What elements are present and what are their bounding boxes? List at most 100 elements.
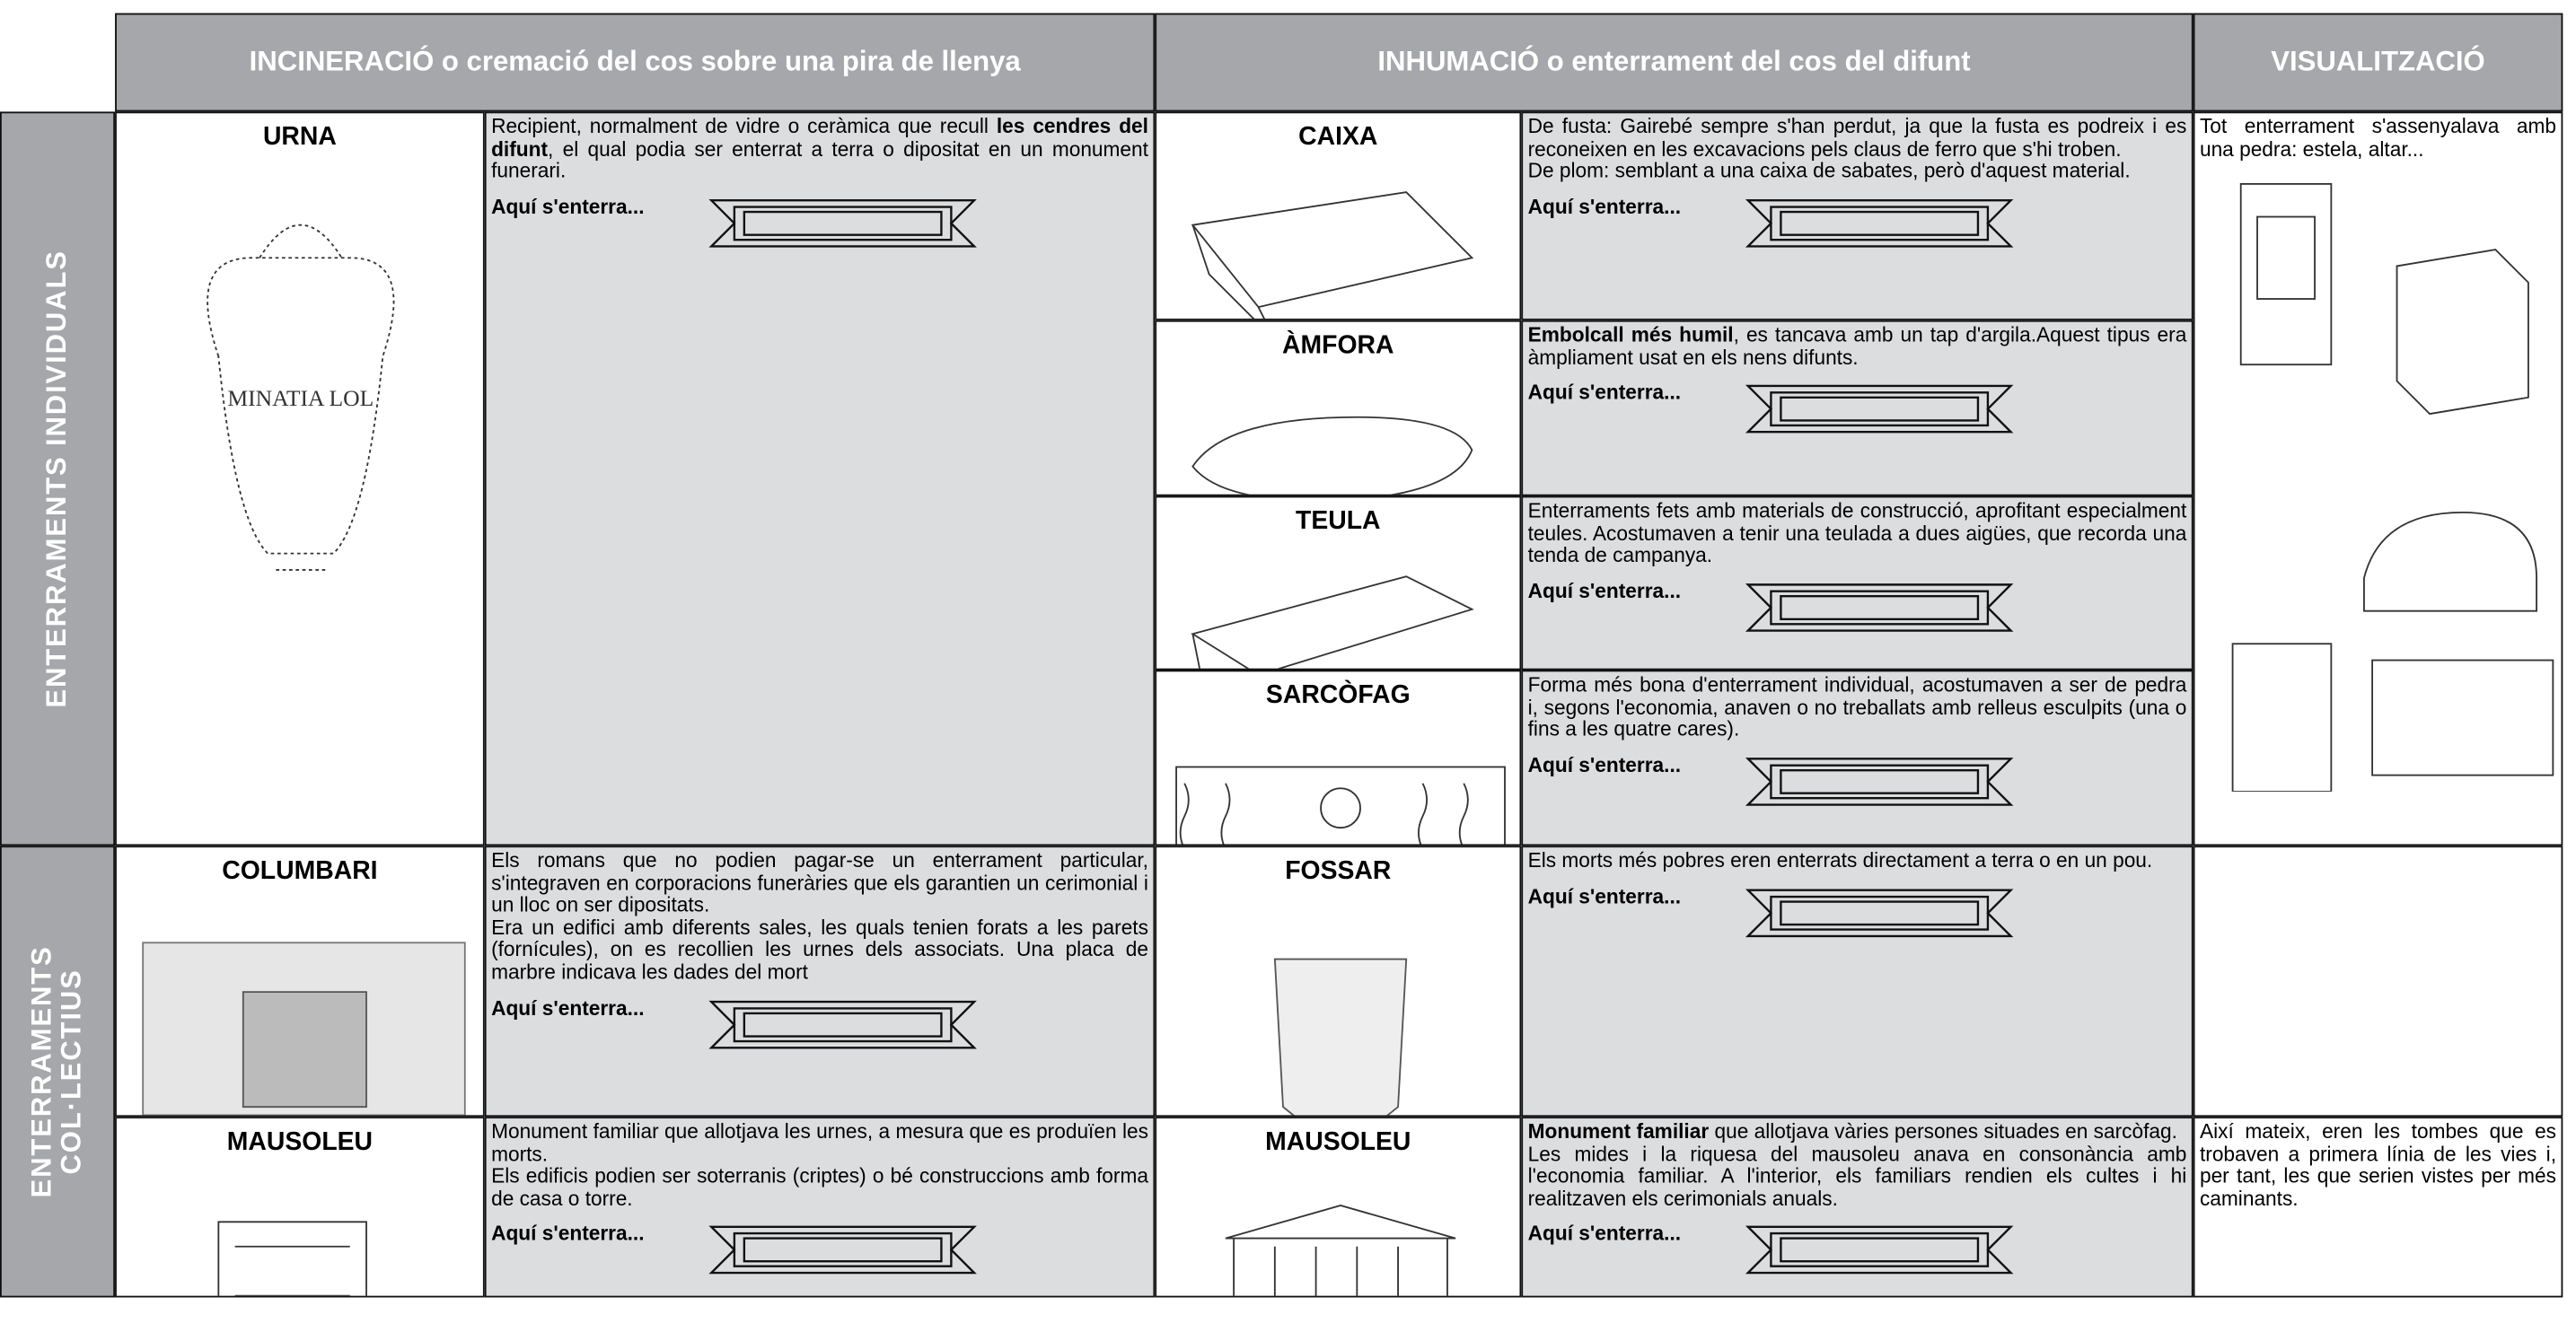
row-label: ENTERRAMENTS COL·LECTIUS: [0, 846, 116, 1298]
text-run: les cendres del difunt: [491, 115, 1148, 161]
prompt-label: Aquí s'enterra...: [491, 995, 645, 1020]
text-run: Enterraments fets amb materials de const…: [1527, 499, 2187, 567]
image-cell: ÀMFORA: [1155, 320, 1522, 496]
answer-prompt: Aquí s'enterra...: [491, 1222, 1148, 1284]
text-run: Els edificis podien ser soterranis (crip…: [491, 1164, 1148, 1211]
item-title: MAUSOLEU: [1265, 1128, 1411, 1157]
description-cell: Els morts més pobres eren enterrats dire…: [1521, 846, 2194, 1118]
header-empty: [0, 13, 115, 112]
answer-plaque: [708, 198, 977, 248]
image-cell: COLUMBARI: [115, 846, 485, 1118]
header-cell: INHUMACIÓ o enterrament del cos del difu…: [1155, 13, 2194, 112]
text-run: Monument familiar: [1527, 1119, 1710, 1144]
stone-illustrations: [2231, 183, 2554, 793]
paragraph: Les mides i la riquesa del mausoleu anav…: [1527, 1142, 2187, 1212]
text-run: Forma més bona d'enterrament individual,…: [1527, 673, 2187, 741]
paragraph: Així mateix, eren les tombes que es trob…: [2199, 1119, 2557, 1211]
image-cell: MAUSOLEU: [1155, 1117, 1522, 1298]
description-cell: Embolcall més humil, es tancava amb un t…: [1521, 320, 2194, 496]
header-cell: VISUALITZACIÓ: [2193, 13, 2563, 112]
image-cell: SARCÒFAG: [1155, 670, 1522, 846]
answer-prompt: Aquí s'enterra...: [1527, 884, 2187, 945]
text-run: , es tancava amb un tap d'argila.Aquest …: [1527, 323, 2187, 369]
answer-prompt: Aquí s'enterra...: [1527, 753, 2187, 814]
illustration: [1191, 416, 1473, 495]
text-run: De fusta: Gairebé sempre s'han perdut, j…: [1527, 115, 2187, 161]
answer-plaque: [1745, 1226, 2014, 1275]
text-run: Les mides i la riquesa del mausoleu anav…: [1527, 1142, 2187, 1211]
paragraph: De fusta: Gairebé sempre s'han perdut, j…: [1527, 115, 2187, 162]
description-cell: Monument familiar que allotjava vàries p…: [1521, 1117, 2194, 1298]
paragraph: Recipient, normalment de vidre o ceràmic…: [491, 115, 1148, 184]
text-run: Era un edifici amb diferents sales, les …: [491, 916, 1148, 984]
paragraph: Enterraments fets amb materials de const…: [1527, 499, 2187, 568]
answer-prompt: Aquí s'enterra...: [1527, 195, 2187, 256]
paragraph: Els edificis podien ser soterranis (crip…: [491, 1164, 1148, 1211]
text-run: Embolcall més humil: [1527, 323, 1734, 347]
prompt-label: Aquí s'enterra...: [491, 195, 645, 218]
header-cell: INCINERACIÓ o cremació del cos sobre una…: [115, 13, 1156, 112]
paragraph: Monument familiar que allotjava vàries p…: [1527, 1119, 2187, 1144]
description-cell: Forma més bona d'enterrament individual,…: [1521, 670, 2194, 846]
description-cell: Els romans que no podien pagar-se un ent…: [484, 846, 1156, 1118]
row-label: ENTERRAMENTS INDIVIDUALS: [0, 111, 116, 846]
visualization-cell: [2193, 846, 2563, 1118]
illustration: [1273, 958, 1408, 1116]
prompt-label: Aquí s'enterra...: [1527, 579, 1682, 603]
item-title: TEULA: [1296, 507, 1381, 536]
answer-prompt: Aquí s'enterra...: [1527, 381, 2187, 443]
paragraph: Forma més bona d'enterrament individual,…: [1527, 673, 2187, 742]
description-cell: Recipient, normalment de vidre o ceràmic…: [484, 111, 1156, 846]
answer-prompt: Aquí s'enterra...: [1527, 579, 2187, 640]
illustration: [1191, 191, 1474, 319]
paragraph: Tot enterrament s'assenyalava amb una pe…: [2199, 115, 2557, 161]
text-run: De plom: semblant a una caixa de sabates…: [1527, 159, 2131, 183]
answer-plaque: [1745, 385, 2014, 434]
illustration: [1191, 575, 1474, 669]
visualization-cell: Així mateix, eren les tombes que es trob…: [2193, 1117, 2563, 1298]
paragraph: Era un edifici amb diferents sales, les …: [491, 916, 1148, 985]
illustration: [142, 942, 466, 1116]
prompt-label: Aquí s'enterra...: [1527, 195, 1682, 218]
item-title: MAUSOLEU: [226, 1128, 374, 1157]
item-title: URNA: [262, 123, 337, 152]
paragraph: Monument familiar que allotjava les urne…: [491, 1120, 1148, 1167]
prompt-label: Aquí s'enterra...: [1527, 884, 1682, 908]
answer-plaque: [1745, 888, 2014, 937]
image-cell: CAIXA: [1155, 111, 1522, 320]
item-title: SARCÒFAG: [1265, 681, 1411, 710]
item-title: FOSSAR: [1285, 857, 1392, 886]
answer-prompt: Aquí s'enterra...: [491, 195, 1148, 256]
text-run: que allotjava vàries persones situades e…: [1709, 1119, 2177, 1144]
description-cell: Monument familiar que allotjava les urne…: [484, 1117, 1156, 1298]
item-title: COLUMBARI: [222, 857, 378, 886]
description-cell: De fusta: Gairebé sempre s'han perdut, j…: [1521, 111, 2194, 320]
paragraph: Els morts més pobres eren enterrats dire…: [1527, 848, 2187, 873]
illustration: MINATIA LOL: [207, 224, 395, 571]
visualization-cell: Tot enterrament s'assenyalava amb una pe…: [2193, 111, 2563, 846]
item-title: CAIXA: [1298, 123, 1378, 152]
answer-plaque: [1745, 583, 2014, 632]
svg-text:MINATIA LOL: MINATIA LOL: [227, 385, 374, 411]
answer-plaque: [708, 1000, 977, 1048]
paragraph: Embolcall més humil, es tancava amb un t…: [1527, 323, 2187, 370]
image-cell: FOSSAR: [1155, 846, 1522, 1118]
answer-prompt: Aquí s'enterra...: [491, 995, 1148, 1057]
prompt-label: Aquí s'enterra...: [1527, 1222, 1682, 1246]
illustration: [217, 1221, 367, 1296]
text-run: Els romans que no podien pagar-se un ent…: [491, 848, 1148, 917]
description-cell: Enterraments fets amb materials de const…: [1521, 495, 2194, 670]
answer-plaque: [1745, 198, 2014, 248]
paragraph: De plom: semblant a una caixa de sabates…: [1527, 159, 2187, 184]
prompt-label: Aquí s'enterra...: [1527, 753, 1682, 777]
prompt-label: Aquí s'enterra...: [1527, 381, 1682, 405]
prompt-label: Aquí s'enterra...: [491, 1222, 645, 1246]
text-run: , el qual podia ser enterrat a terra o d…: [491, 136, 1148, 183]
answer-plaque: [1745, 757, 2014, 806]
answer-plaque: [708, 1226, 977, 1275]
text-run: Els morts més pobres eren enterrats dire…: [1527, 848, 2153, 872]
image-cell: URNA MINATIA LOL: [115, 111, 485, 846]
answer-prompt: Aquí s'enterra...: [1527, 1222, 2187, 1284]
text-run: Recipient, normalment de vidre o ceràmic…: [491, 115, 997, 138]
